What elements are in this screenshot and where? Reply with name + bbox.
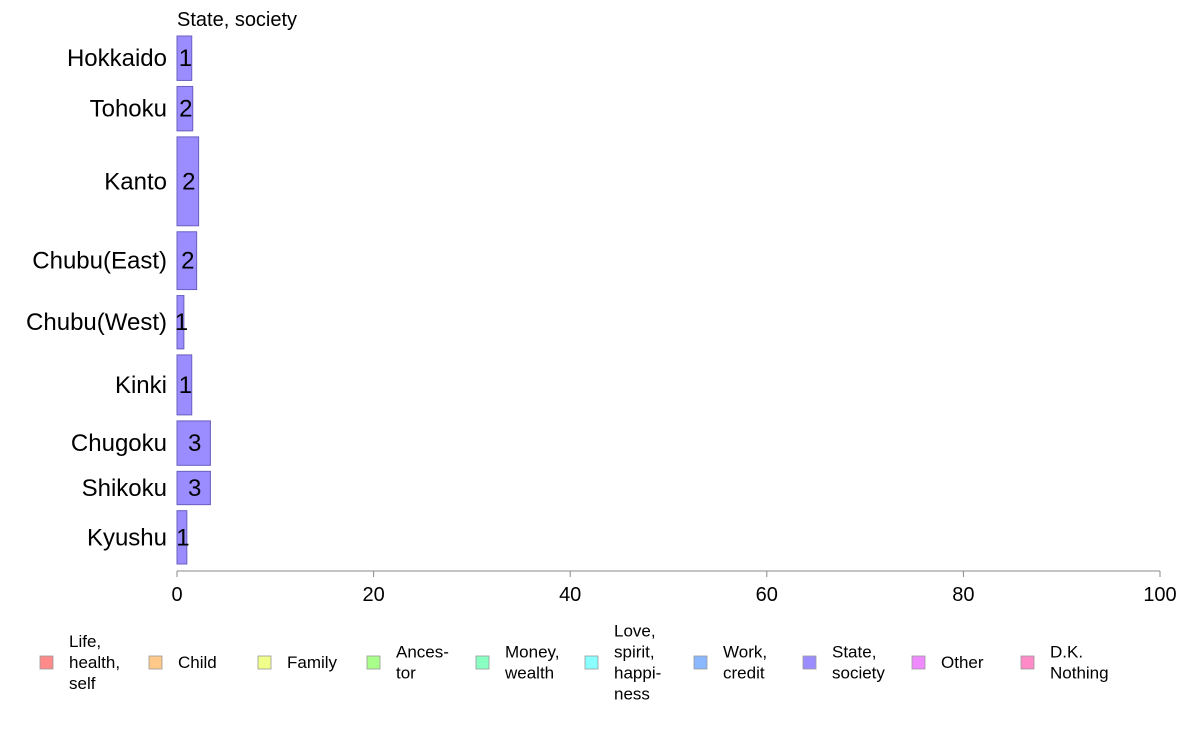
legend-label-line: D.K.: [1050, 643, 1083, 662]
bar-data-label: 3: [188, 430, 201, 457]
legend-swatch: [148, 655, 163, 670]
legend-label-line: Family: [287, 653, 338, 672]
x-tick-label: 80: [952, 584, 974, 606]
legend-label-line: Money,: [505, 643, 560, 662]
legend-label: Ances-tor: [396, 643, 449, 683]
legend-swatch: [475, 655, 490, 670]
legend-swatch: [802, 655, 817, 670]
x-tick-label: 40: [559, 584, 581, 606]
category-label: Tohoku: [90, 96, 167, 123]
legend-label: Life, health, self: [69, 632, 120, 693]
bar: [176, 136, 200, 227]
bar-data-label: 2: [181, 248, 194, 275]
category-label: Kanto: [104, 168, 167, 195]
legend-swatch: [1020, 655, 1035, 670]
category-label: Shikoku: [82, 475, 167, 502]
bar-data-label: 2: [179, 96, 192, 123]
category-label: Chubu(East): [32, 248, 167, 275]
legend-label: Love, spirit, happi-ness: [614, 622, 661, 704]
legend-label: D.K. Nothing: [1050, 643, 1109, 683]
legend-label-line: self: [69, 674, 96, 693]
category-label: Kyushu: [87, 524, 167, 551]
bar-data-label: 1: [176, 524, 189, 551]
legend-swatch: [257, 655, 272, 670]
legend-label: Other: [941, 653, 984, 672]
legend-label-line: happi-: [614, 664, 661, 683]
legend-label: Work, credit: [723, 643, 767, 683]
legend-label-line: State,: [832, 643, 876, 662]
legend-label-line: Love,: [614, 622, 656, 641]
x-tick-label: 0: [171, 584, 182, 606]
legend-label-line: credit: [723, 664, 765, 683]
legend-label-line: tor: [396, 664, 416, 683]
legend-swatch: [693, 655, 708, 670]
legend-label: State, society: [832, 643, 885, 683]
bar: [176, 470, 211, 506]
category-label: Hokkaido: [67, 45, 167, 72]
bar: [176, 354, 193, 416]
legend-label-line: health,: [69, 653, 120, 672]
legend-label-line: Other: [941, 653, 984, 672]
x-tick-label: 100: [1143, 584, 1176, 606]
legend-label: Money, wealth: [504, 643, 560, 683]
bar-data-label: 2: [182, 168, 195, 195]
bar-data-label: 1: [179, 372, 192, 399]
category-label: Chubu(West): [26, 309, 167, 336]
x-tick-label: 60: [756, 584, 778, 606]
legend-swatch: [366, 655, 381, 670]
bar: [176, 231, 198, 291]
legend-swatch: [584, 655, 599, 670]
bar-data-label: 1: [179, 45, 192, 72]
legend-label-line: Ances-: [396, 643, 449, 662]
legend-label-line: Child: [178, 653, 217, 672]
bar-data-label: 1: [175, 309, 188, 336]
bar: [176, 35, 193, 81]
x-tick-label: 20: [362, 584, 384, 606]
legend-label: Child: [178, 653, 217, 672]
legend-swatch: [39, 655, 54, 670]
category-label: Chugoku: [71, 430, 167, 457]
bar-data-label: 3: [188, 475, 201, 502]
bar: [176, 85, 194, 132]
panel-title: State, society: [177, 9, 297, 31]
legend-label-line: wealth: [504, 664, 554, 683]
legend-label-line: Work,: [723, 643, 767, 662]
bar: [176, 420, 211, 466]
bar: [176, 295, 185, 350]
legend-swatch: [911, 655, 926, 670]
legend-label-line: Life,: [69, 632, 101, 651]
legend-label-line: ness: [614, 685, 650, 704]
legend-label-line: Nothing: [1050, 664, 1109, 683]
category-label: Kinki: [115, 372, 167, 399]
legend-label: Family: [287, 653, 338, 672]
bar: [176, 510, 188, 565]
legend-label-line: society: [832, 664, 885, 683]
legend-label-line: spirit,: [614, 643, 655, 662]
